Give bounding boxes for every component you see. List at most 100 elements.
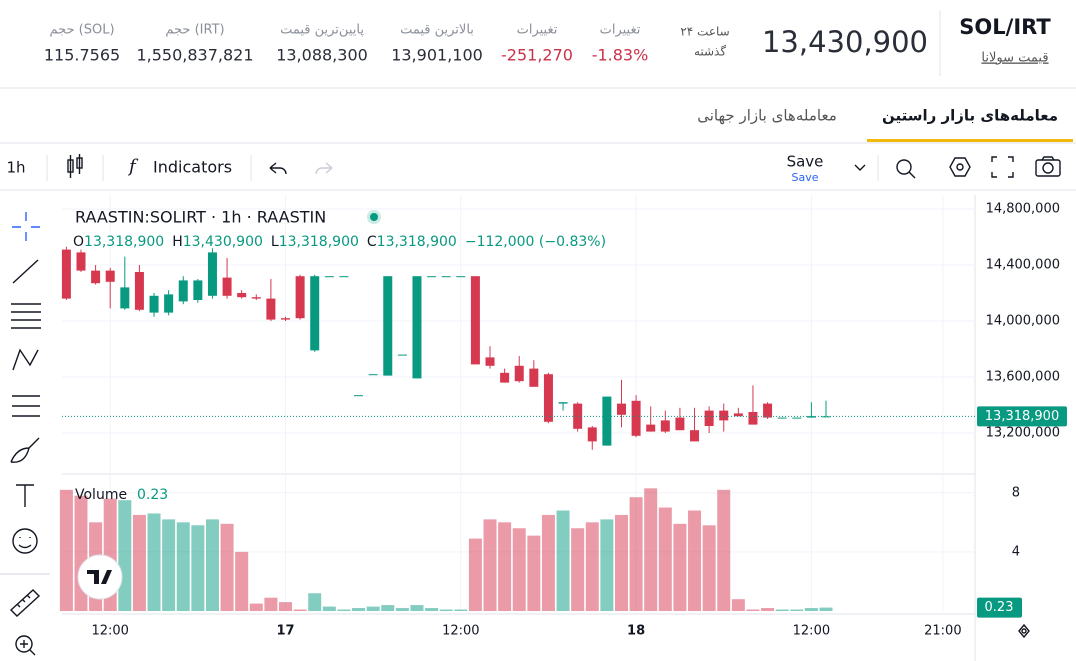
trend-line[interactable] <box>12 259 39 284</box>
candle-body <box>587 427 597 442</box>
stat-value: 13,901,100 <box>391 46 483 65</box>
volume-bar <box>614 514 628 611</box>
header: SOL/IRT قیمت سولانا 13,430,900 ۲۴ ساعت گ… <box>44 10 1051 76</box>
volume-bar <box>775 609 789 611</box>
indicators[interactable]: Indicators <box>153 158 232 177</box>
candle-body <box>149 295 159 313</box>
text-tool[interactable] <box>16 484 34 507</box>
candles-icon[interactable] <box>67 154 83 178</box>
volume-bar <box>132 514 146 611</box>
legend-change: −112,000 (−0.83%) <box>465 234 606 250</box>
candle-body <box>704 410 714 426</box>
pair-name[interactable]: قیمت سولانا <box>981 51 1048 66</box>
ohlc-legend: O13,318,900 H13,430,900 L13,318,900 C13,318… <box>73 234 606 250</box>
stat-label: حجم (SOL) <box>49 23 114 38</box>
pattern[interactable] <box>12 348 39 371</box>
tab[interactable]: معامله‌های بازار جهانی <box>697 107 836 125</box>
legend-key: O <box>73 234 84 250</box>
zoom[interactable] <box>15 635 33 653</box>
x-tick-label: 12:00 <box>442 624 479 639</box>
candle-body <box>164 294 174 313</box>
redo[interactable] <box>315 162 333 175</box>
y-tick-label: 14,000,000 <box>986 314 1060 329</box>
volume-bar <box>556 510 570 611</box>
volume-bar <box>162 519 176 611</box>
last-price: 13,430,900 <box>762 25 928 59</box>
axis-settings[interactable] <box>1018 623 1030 639</box>
volume-bar <box>658 507 672 611</box>
volume-bar <box>439 609 453 611</box>
zoom-plus <box>20 640 36 656</box>
ruler[interactable] <box>9 589 41 617</box>
prediction[interactable] <box>12 395 40 417</box>
save[interactable]: Save <box>787 153 824 171</box>
candle-body <box>91 270 101 284</box>
legend-key: H <box>172 234 183 250</box>
last-price-tag <box>977 406 1067 427</box>
brush[interactable] <box>10 437 40 463</box>
pair: SOL/IRT <box>959 15 1051 39</box>
stat-label: بالاترین قیمت <box>400 23 474 38</box>
legend-value: 13,430,900 <box>183 234 263 250</box>
crosshair[interactable] <box>12 212 40 241</box>
volume-bar <box>425 608 439 611</box>
alert-icon[interactable] <box>896 159 916 179</box>
volume-bar <box>571 528 585 611</box>
emoji[interactable] <box>12 528 38 554</box>
legend-key: L <box>271 234 279 250</box>
period: ۲۴ ساعت <box>680 25 729 39</box>
settings-dot <box>956 163 964 171</box>
emoji-face <box>18 537 32 549</box>
stat-value: -1.83% <box>592 46 649 65</box>
volume-tick-label: 8 <box>1012 485 1020 500</box>
volume-bar <box>264 597 278 611</box>
volume-tag <box>977 597 1022 618</box>
volume-bar <box>322 606 336 611</box>
candle-body <box>368 374 378 376</box>
tab-active[interactable]: معامله‌های بازار راستین <box>882 107 1058 125</box>
camera[interactable] <box>1035 156 1061 177</box>
interval[interactable]: 1h <box>6 159 25 177</box>
undo[interactable] <box>269 162 287 175</box>
candle-body <box>427 276 437 278</box>
volume-bar <box>790 609 804 611</box>
candle-body <box>470 276 480 365</box>
fib[interactable] <box>11 303 41 329</box>
candle-body <box>821 416 831 418</box>
volume-bar <box>454 609 468 611</box>
volume-label: Volume <box>75 487 127 503</box>
logo[interactable] <box>77 554 123 600</box>
candle-body <box>324 276 334 278</box>
volume-bar <box>498 522 512 611</box>
series <box>59 246 975 611</box>
volume-bar <box>381 605 395 611</box>
candle-body <box>237 293 247 298</box>
dropdown[interactable] <box>854 164 866 171</box>
candle-body <box>660 420 670 432</box>
period: گذشته <box>694 45 726 59</box>
x-tick-label: 18 <box>627 624 645 639</box>
tab-underline <box>867 139 1073 142</box>
candle-body <box>251 297 261 299</box>
candle-body <box>441 276 451 278</box>
y-tick-label: 13,200,000 <box>986 426 1060 441</box>
legend-key: C <box>367 234 377 250</box>
volume-bar <box>308 593 322 611</box>
candle-body <box>207 252 217 296</box>
stat-value: 13,088,300 <box>276 46 368 65</box>
candle-body <box>105 270 115 282</box>
volume-bar <box>220 523 234 611</box>
stat-value: -251,270 <box>501 46 573 65</box>
fullscreen[interactable] <box>991 156 1014 178</box>
volume-bar <box>761 608 775 611</box>
candle-body <box>763 403 773 418</box>
stat-label: حجم (IRT) <box>165 23 224 38</box>
candle-body <box>792 417 802 419</box>
candle-body <box>281 318 291 320</box>
fx-icon[interactable]: f <box>127 156 139 177</box>
volume-bar <box>118 500 132 611</box>
settings-icon[interactable] <box>949 157 971 177</box>
volume-value: 0.23 <box>137 487 168 503</box>
candle-body <box>675 417 685 431</box>
